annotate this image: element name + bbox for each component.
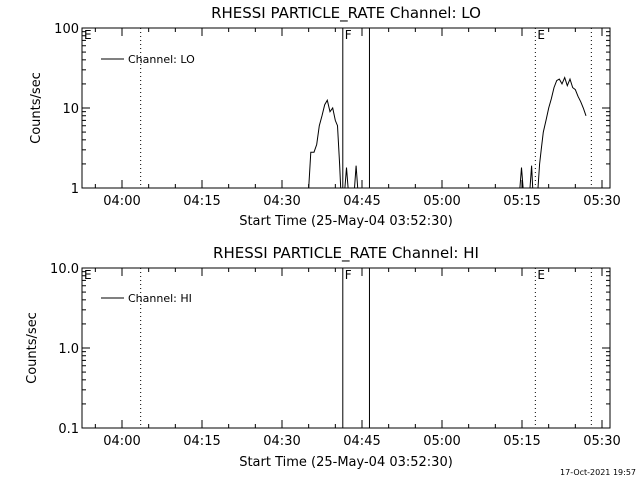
x-tick-label: 05:00 <box>423 434 460 449</box>
chart-title-lo: RHESSI PARTICLE_RATE Channel: LO <box>211 4 481 23</box>
legend-label-hi: Channel: HI <box>128 292 192 305</box>
x-tick-label: 05:30 <box>583 194 620 209</box>
series-line-lo <box>354 165 359 189</box>
x-tick-label: 04:45 <box>343 194 380 209</box>
event-marker-label: F <box>345 28 352 42</box>
x-tick-label: 05:15 <box>503 434 540 449</box>
y-axis-label-lo: Counts/sec <box>29 72 44 144</box>
legend-label-lo: Channel: LO <box>128 53 195 66</box>
series-line-lo <box>537 76 587 189</box>
timestamp-label: 17-Oct-2021 19:57 <box>560 468 636 477</box>
event-marker-label: E <box>84 268 92 282</box>
x-tick-label: 04:00 <box>103 434 140 449</box>
x-tick-label: 05:30 <box>583 434 620 449</box>
series-line-lo <box>308 98 342 189</box>
x-tick-label: 05:00 <box>423 194 460 209</box>
x-tick-label: 04:30 <box>263 434 300 449</box>
event-marker-label: E <box>84 28 92 42</box>
series-line-lo <box>344 167 349 189</box>
event-marker-label: E <box>537 268 545 282</box>
x-axis-label-hi: Start Time (25-May-04 03:52:30) <box>239 455 453 470</box>
x-tick-label: 04:00 <box>103 194 140 209</box>
series-line-lo <box>519 167 524 189</box>
y-tick-label: 100 <box>54 22 79 37</box>
y-tick-label: 10.0 <box>50 262 79 277</box>
x-axis-label-lo: Start Time (25-May-04 03:52:30) <box>239 214 453 229</box>
x-tick-label: 04:15 <box>183 434 220 449</box>
event-marker-label: E <box>537 28 545 42</box>
x-tick-label: 05:15 <box>503 194 540 209</box>
x-tick-label: 04:30 <box>263 194 300 209</box>
x-tick-label: 04:45 <box>343 434 380 449</box>
y-tick-label: 0.1 <box>58 422 79 437</box>
y-tick-label: 1.0 <box>58 342 79 357</box>
event-marker-label: F <box>345 268 352 282</box>
y-axis-label-hi: Counts/sec <box>25 312 40 384</box>
x-tick-label: 04:15 <box>183 194 220 209</box>
y-tick-label: 10 <box>62 102 79 117</box>
chart-title-hi: RHESSI PARTICLE_RATE Channel: HI <box>213 244 479 263</box>
y-tick-label: 1 <box>71 182 79 197</box>
series-line-lo <box>529 165 534 189</box>
